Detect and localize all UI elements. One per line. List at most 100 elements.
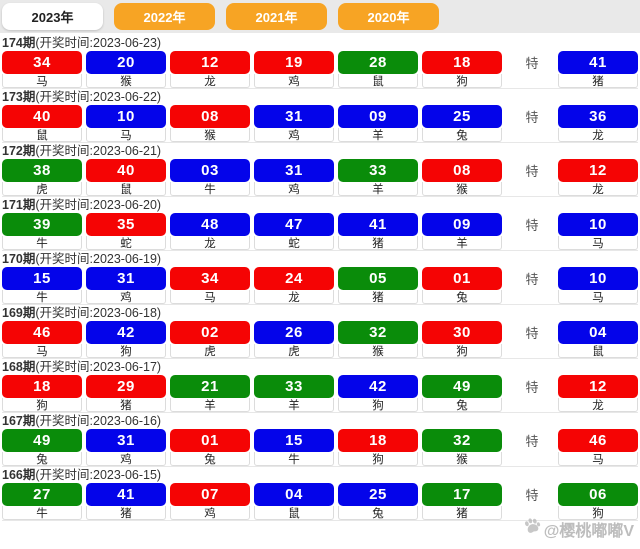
draw-balls-row: 39 牛 35 蛇 48 龙 47 蛇 41 猪 09 羊特 10 马 — [2, 213, 638, 250]
number-cell: 09 羊 — [422, 213, 502, 250]
special-number-cell: 04 鼠 — [558, 321, 638, 358]
number-cell: 34 马 — [2, 51, 82, 88]
zodiac-label: 牛 — [254, 452, 334, 466]
tab-year-2023[interactable]: 2023年 — [2, 3, 103, 30]
special-number-ball: 10 — [558, 267, 638, 290]
number-cell: 42 狗 — [86, 321, 166, 358]
special-marker-label: 特 — [525, 218, 539, 233]
zodiac-label: 狗 — [422, 74, 502, 88]
number-ball: 31 — [86, 267, 166, 290]
draw-balls-row: 34 马 20 猴 12 龙 19 鸡 28 鼠 18 狗特 41 猪 — [2, 51, 638, 88]
number-cell: 21 羊 — [170, 375, 250, 412]
number-ball: 31 — [86, 429, 166, 452]
number-cell: 18 狗 — [2, 375, 82, 412]
draw-row-header: 173期(开奖时间:2023-06-22) — [2, 89, 638, 105]
number-cell: 01 兔 — [422, 267, 502, 304]
zodiac-label: 牛 — [2, 506, 82, 520]
draw-balls-row: 46 马 42 狗 02 虎 26 虎 32 猴 30 狗特 04 鼠 — [2, 321, 638, 358]
number-ball: 25 — [422, 105, 502, 128]
number-cell: 32 猴 — [422, 429, 502, 466]
number-ball: 31 — [254, 105, 334, 128]
draw-time-label: (开奖时间:2023-06-23) — [35, 36, 162, 50]
special-number-ball: 12 — [558, 375, 638, 398]
special-marker-label: 特 — [525, 272, 539, 287]
zodiac-label: 虎 — [254, 344, 334, 358]
number-ball: 09 — [338, 105, 418, 128]
number-cell: 31 鸡 — [254, 159, 334, 196]
zodiac-label: 兔 — [170, 452, 250, 466]
number-ball: 41 — [86, 483, 166, 506]
number-ball: 27 — [2, 483, 82, 506]
zodiac-label: 龙 — [558, 128, 638, 142]
number-ball: 05 — [338, 267, 418, 290]
draw-row: 170期(开奖时间:2023-06-19) 15 牛 31 鸡 34 马 24 龙 05 猪 01 兔… — [2, 251, 638, 305]
zodiac-label: 狗 — [86, 344, 166, 358]
zodiac-label: 龙 — [558, 182, 638, 196]
draw-row-header: 167期(开奖时间:2023-06-16) — [2, 413, 638, 429]
number-cell: 33 羊 — [254, 375, 334, 412]
draw-time-label: (开奖时间:2023-06-17) — [35, 360, 162, 374]
number-cell: 01 兔 — [170, 429, 250, 466]
special-number-cell: 46 马 — [558, 429, 638, 466]
special-number-cell: 12 龙 — [558, 375, 638, 412]
number-ball: 09 — [422, 213, 502, 236]
number-cell: 31 鸡 — [86, 267, 166, 304]
number-ball: 02 — [170, 321, 250, 344]
special-marker-label: 特 — [525, 488, 539, 503]
zodiac-label: 鸡 — [170, 506, 250, 520]
draw-period-label: 166期 — [2, 468, 36, 482]
number-ball: 21 — [170, 375, 250, 398]
number-cell: 41 猪 — [338, 213, 418, 250]
number-cell: 48 龙 — [170, 213, 250, 250]
draw-period-label: 171期 — [2, 198, 36, 212]
number-cell: 25 兔 — [338, 483, 418, 520]
zodiac-label: 马 — [558, 236, 638, 250]
number-cell: 12 龙 — [170, 51, 250, 88]
number-ball: 12 — [170, 51, 250, 74]
draw-balls-row: 27 牛 41 猪 07 鸡 04 鼠 25 兔 17 猪特 06 狗 — [2, 483, 638, 520]
zodiac-label: 龙 — [558, 398, 638, 412]
draw-row: 166期(开奖时间:2023-06-15) 27 牛 41 猪 07 鸡 04 鼠 25 兔 17 猪… — [2, 467, 638, 521]
number-ball: 38 — [2, 159, 82, 182]
zodiac-label: 猴 — [338, 344, 418, 358]
draw-row: 171期(开奖时间:2023-06-20) 39 牛 35 蛇 48 龙 47 蛇 41 猪 09 羊… — [2, 197, 638, 251]
draw-balls-row: 15 牛 31 鸡 34 马 24 龙 05 猪 01 兔特 10 马 — [2, 267, 638, 304]
number-ball: 15 — [254, 429, 334, 452]
number-ball: 48 — [170, 213, 250, 236]
number-ball: 49 — [422, 375, 502, 398]
number-cell: 49 兔 — [422, 375, 502, 412]
zodiac-label: 羊 — [338, 182, 418, 196]
special-marker-label: 特 — [525, 110, 539, 125]
number-cell: 40 鼠 — [2, 105, 82, 142]
zodiac-label: 兔 — [422, 398, 502, 412]
zodiac-label: 牛 — [2, 236, 82, 250]
zodiac-label: 兔 — [2, 452, 82, 466]
number-cell: 38 虎 — [2, 159, 82, 196]
number-ball: 15 — [2, 267, 82, 290]
special-number-cell: 10 马 — [558, 213, 638, 250]
special-marker-label: 特 — [525, 326, 539, 341]
draw-row: 169期(开奖时间:2023-06-18) 46 马 42 狗 02 虎 26 虎 32 猴 30 狗… — [2, 305, 638, 359]
number-ball: 39 — [2, 213, 82, 236]
number-ball: 28 — [338, 51, 418, 74]
number-ball: 18 — [2, 375, 82, 398]
draw-balls-row: 40 鼠 10 马 08 猴 31 鸡 09 羊 25 兔特 36 龙 — [2, 105, 638, 142]
draw-time-label: (开奖时间:2023-06-21) — [35, 144, 162, 158]
zodiac-label: 鸡 — [254, 74, 334, 88]
number-ball: 18 — [338, 429, 418, 452]
number-ball: 04 — [254, 483, 334, 506]
number-cell: 39 牛 — [2, 213, 82, 250]
number-cell: 18 狗 — [422, 51, 502, 88]
tab-year-2021[interactable]: 2021年 — [226, 3, 327, 30]
number-cell: 34 马 — [170, 267, 250, 304]
number-ball: 41 — [338, 213, 418, 236]
tab-year-2020[interactable]: 2020年 — [338, 3, 439, 30]
special-number-cell: 41 猪 — [558, 51, 638, 88]
number-cell: 07 鸡 — [170, 483, 250, 520]
number-ball: 42 — [86, 321, 166, 344]
number-cell: 26 虎 — [254, 321, 334, 358]
zodiac-label: 羊 — [338, 128, 418, 142]
tab-year-2022[interactable]: 2022年 — [114, 3, 215, 30]
number-ball: 20 — [86, 51, 166, 74]
draw-time-label: (开奖时间:2023-06-16) — [35, 414, 162, 428]
